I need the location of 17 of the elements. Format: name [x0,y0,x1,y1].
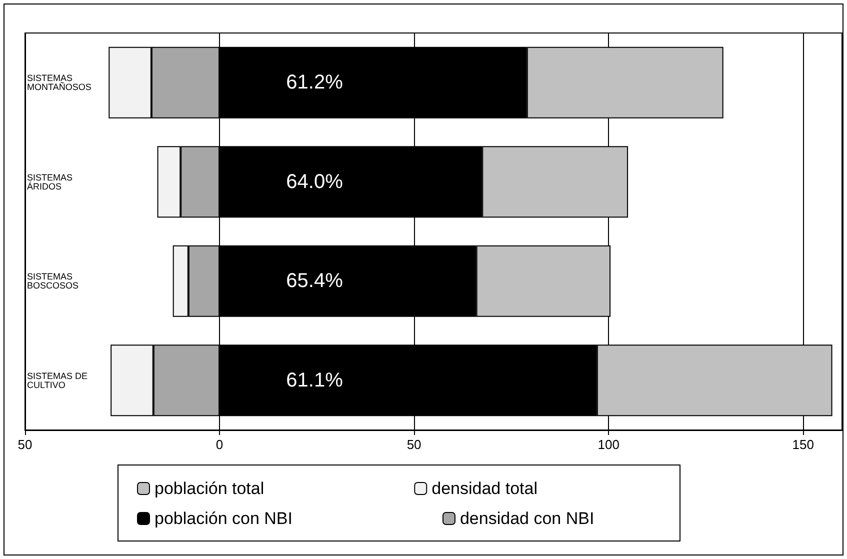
x-tick-label: 100 [598,437,620,452]
x-tick-label: 50 [18,437,32,452]
annotation: 65.4% [286,270,344,292]
legend-label: población total [154,479,264,498]
x-tick-label: 0 [216,437,224,452]
annotation: 61.2% [286,72,344,94]
y-tick-label: SISTEMAS MONTAÑOSOS [27,73,92,92]
y-tick-label: SISTEMAS DE CULTIVO [27,370,90,390]
x-tick-label: 50 [406,437,422,452]
legend-label: densidad total [432,479,538,498]
legend-label: población con NBI [154,509,292,528]
annotation: 64.0% [286,170,344,193]
x-tick-label: 150 [792,437,814,452]
annotation: 61.1% [286,369,344,392]
legend-label: densidad con NBI [460,509,594,528]
y-tick-label: SISTEMAS ÁRIDOS [27,172,76,192]
y-tick-label: SISTEMAS BOSCOSOS [27,272,79,291]
